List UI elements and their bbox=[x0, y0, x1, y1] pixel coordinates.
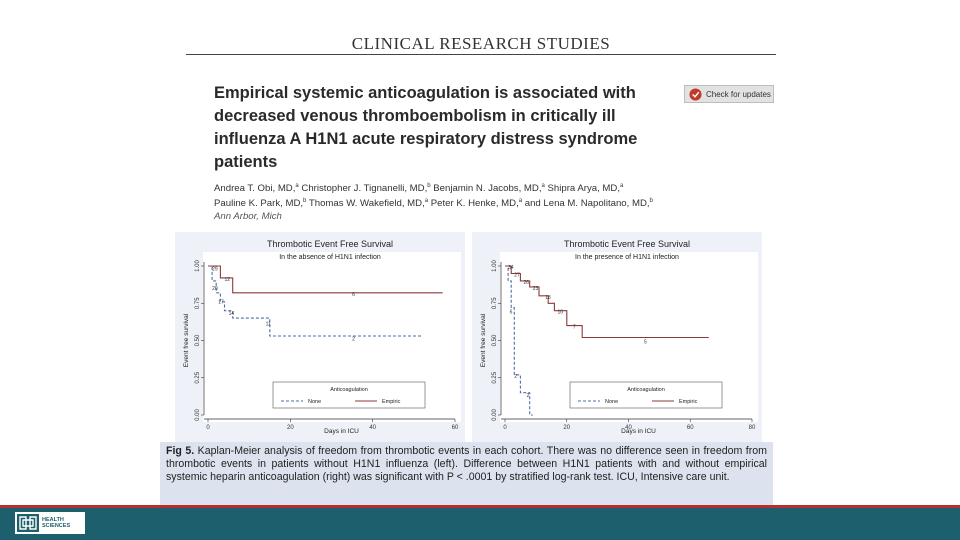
legend-label-none: None bbox=[308, 399, 321, 405]
y-tick-label: 0.00 bbox=[492, 409, 498, 421]
journal-header: CLINICAL RESEARCH STUDIES bbox=[351, 34, 611, 53]
caption-text: Kaplan-Meier analysis of freedom from th… bbox=[166, 445, 767, 484]
x-tick-label: 20 bbox=[287, 425, 294, 431]
legend-title: Anticoagulation bbox=[330, 387, 368, 393]
author-name: Peter K. Henke, MD, bbox=[428, 198, 519, 210]
at-risk-label: 6 bbox=[352, 292, 355, 298]
author-affiliation-mark: a bbox=[295, 183, 299, 189]
logo-line-2: SCIENCES bbox=[42, 523, 71, 529]
legend-label-empiric: Empiric bbox=[679, 399, 698, 405]
at-risk-label: 2 bbox=[514, 374, 517, 380]
x-tick-label: 60 bbox=[452, 425, 459, 431]
at-risk-label: 12 bbox=[224, 277, 230, 283]
author-name: Andrea T. Obi, MD, bbox=[214, 183, 296, 195]
x-axis-label: Days in ICU bbox=[324, 428, 359, 435]
at-risk-label: 26 bbox=[524, 280, 530, 286]
at-risk-label: 14 bbox=[229, 311, 235, 317]
at-risk-label: 20 bbox=[212, 286, 218, 292]
series-empiric-line bbox=[505, 265, 709, 339]
author-name: Shipra Arya, MD, bbox=[544, 183, 621, 195]
footer-accent-line bbox=[0, 505, 960, 508]
at-risk-label: 7 bbox=[573, 325, 576, 331]
at-risk-label: 11 bbox=[266, 322, 271, 328]
x-tick-label: 60 bbox=[687, 425, 694, 431]
km-chart-right-svg: Thrombotic Event Free Survival In the pre… bbox=[480, 239, 758, 435]
y-axis-label: Event free survival bbox=[480, 313, 487, 367]
y-tick-label: 0.25 bbox=[492, 371, 498, 383]
check-updates-icon bbox=[689, 87, 702, 101]
at-risk-label: 23 bbox=[533, 286, 539, 292]
author-name: Christopher J. Tignanelli, MD, bbox=[298, 183, 428, 195]
author-name: Benjamin N. Jacobs, MD, bbox=[430, 183, 542, 195]
author-affiliation-mark: a bbox=[424, 198, 429, 205]
chart-subtitle: In the absence of H1N1 infection bbox=[279, 254, 381, 261]
caption-label: Fig 5. bbox=[166, 445, 195, 457]
author-name: Thomas W. Wakefield, MD, bbox=[306, 198, 425, 210]
chart-subtitle: In the presence of H1N1 infection bbox=[575, 254, 679, 261]
at-risk-label: 10 bbox=[557, 310, 563, 316]
legend-label-none: None bbox=[605, 399, 618, 405]
figure-caption: Fig 5. Kaplan-Meier analysis of freedom … bbox=[160, 442, 773, 506]
at-risk-label: 18 bbox=[545, 295, 551, 301]
y-tick-label: 0.00 bbox=[195, 409, 201, 421]
header-rule bbox=[186, 54, 776, 55]
chart-title: Thrombotic Event Free Survival bbox=[564, 239, 690, 249]
author-affiliation-mark: a bbox=[518, 198, 523, 205]
x-tick-label: 0 bbox=[206, 425, 210, 431]
logo-mark-icon bbox=[17, 514, 39, 532]
health-sciences-logo[interactable]: HEALTH SCIENCES bbox=[14, 511, 86, 535]
affiliation: Ann Arbor, Mich bbox=[214, 211, 282, 223]
y-tick-label: 0.50 bbox=[492, 334, 498, 346]
article-title: Empirical systemic anticoagulation is as… bbox=[214, 84, 638, 171]
x-tick-label: 40 bbox=[625, 425, 632, 431]
y-tick-label: 0.50 bbox=[195, 334, 201, 346]
legend-label-empiric: Empiric bbox=[382, 399, 401, 405]
y-tick-label: 0.75 bbox=[492, 297, 498, 309]
y-tick-label: 0.25 bbox=[195, 371, 201, 383]
logo-line-1: HEALTH bbox=[42, 517, 64, 523]
at-risk-label: 2 bbox=[527, 393, 530, 399]
author-affiliation-mark: a bbox=[541, 183, 545, 189]
series-empiric-line bbox=[208, 265, 443, 294]
legend-box bbox=[569, 381, 723, 409]
y-axis-label: Event free survival bbox=[183, 313, 190, 367]
footer-bar bbox=[0, 505, 960, 540]
legend-title: Anticoagulation bbox=[627, 387, 665, 393]
author-affiliation-mark: b bbox=[303, 198, 307, 205]
km-chart-right: Thrombotic Event Free Survival In the pre… bbox=[472, 232, 762, 442]
x-axis-label: Days in ICU bbox=[621, 428, 656, 435]
series-none-line bbox=[208, 265, 423, 337]
x-tick-label: 0 bbox=[503, 425, 507, 431]
chart-title: Thrombotic Event Free Survival bbox=[267, 239, 393, 249]
author-affiliation-mark: b bbox=[427, 183, 431, 189]
x-tick-label: 80 bbox=[749, 425, 756, 431]
at-risk-label: 6 bbox=[510, 310, 513, 316]
y-tick-label: 1.00 bbox=[195, 260, 201, 272]
at-risk-label: 27 bbox=[514, 272, 520, 278]
author-line-2: Pauline K. Park, MD,b Thomas W. Wakefiel… bbox=[214, 195, 774, 210]
at-risk-label: 5 bbox=[644, 339, 647, 345]
x-tick-label: 20 bbox=[563, 425, 570, 431]
author-name: and Lena M. Napolitano, MD, bbox=[522, 198, 650, 210]
check-updates-label: Check for updates bbox=[706, 89, 771, 99]
at-risk-label: 2 bbox=[352, 337, 355, 343]
author-affiliation-mark: b bbox=[649, 198, 653, 205]
y-tick-label: 1.00 bbox=[492, 260, 498, 272]
check-updates-button[interactable]: Check for updates bbox=[684, 85, 774, 103]
y-tick-label: 0.75 bbox=[195, 297, 201, 309]
km-chart-left: Thrombotic Event Free Survival In the abs… bbox=[175, 232, 465, 442]
km-chart-left-svg: Thrombotic Event Free Survival In the abs… bbox=[183, 239, 461, 435]
series-none-line bbox=[505, 265, 533, 416]
at-risk-label: 34 bbox=[508, 265, 514, 271]
x-tick-label: 40 bbox=[369, 425, 376, 431]
author-line-1: Andrea T. Obi, MD,a Christopher J. Tigna… bbox=[214, 180, 774, 195]
author-affiliation-mark: a bbox=[620, 183, 624, 189]
at-risk-label: 17 bbox=[218, 299, 224, 305]
at-risk-label: 29 bbox=[212, 266, 218, 272]
legend-box bbox=[272, 381, 426, 409]
author-name: Pauline K. Park, MD, bbox=[214, 198, 304, 210]
author-list: Andrea T. Obi, MD,a Christopher J. Tigna… bbox=[214, 180, 774, 223]
